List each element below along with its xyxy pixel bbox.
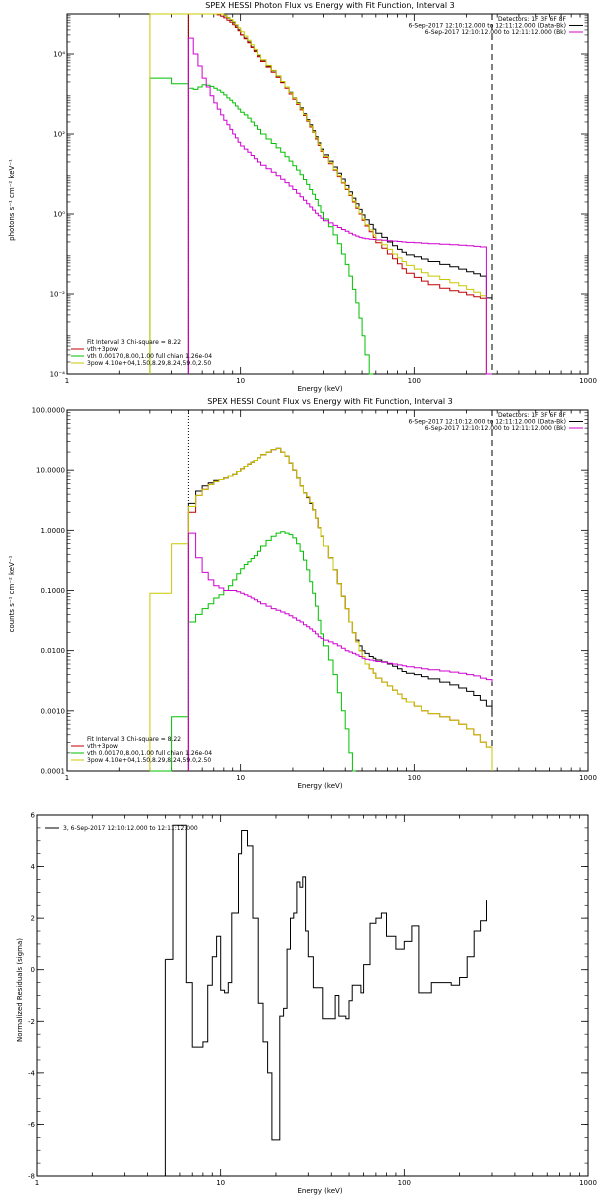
y-tick-label: 0.1000 [41, 587, 66, 595]
fit-legend-text: vth 0.00170,8.00,1.00 full chian 1.26e-0… [87, 750, 212, 757]
series-line-4 [187, 37, 492, 375]
y-tick-label: 10² [53, 131, 65, 139]
y-tick-label: -6 [28, 1121, 36, 1129]
panel-title: SPEX HESSI Count Flux vs Energy with Fit… [207, 397, 452, 406]
x-tick-label: 1000 [579, 774, 597, 782]
fit-legend-text: vth+3pow [87, 743, 118, 750]
count-flux-panel: SPEX HESSI Count Flux vs Energy with Fit… [8, 397, 597, 790]
header-text: Detectors: 1F 3F 6F 8F [498, 412, 567, 419]
header-text: 6-Sep-2017 12:10:12.000 to 12:11:12.000 … [425, 425, 566, 432]
legend-text: 3, 6-Sep-2017 12:10:12.000 to 12:11:12.0… [63, 825, 198, 832]
x-axis-label: Energy (keV) [297, 1187, 342, 1195]
x-tick-label: 100 [408, 377, 421, 385]
y-tick-label: 0.0001 [41, 768, 66, 776]
y-tick-label: 100.0000 [32, 407, 65, 415]
panel-title: SPEX HESSI Photon Flux vs Energy with Fi… [205, 1, 455, 10]
y-tick-label: 6 [31, 812, 36, 820]
y-axis-label: photons s⁻¹ cm⁻² keV⁻¹ [8, 159, 16, 241]
photon-flux-panel: SPEX HESSI Photon Flux vs Energy with Fi… [8, 1, 597, 393]
header-text: 6-Sep-2017 12:10:12.000 to 12:11:12.000 … [408, 23, 566, 30]
y-tick-label: 2 [31, 915, 35, 923]
series-line-3 [149, 13, 492, 375]
header-text: 6-Sep-2017 12:10:12.000 to 12:11:12.000 … [408, 419, 566, 426]
x-tick-label: 10 [236, 774, 245, 782]
y-tick-label: 10⁰ [53, 211, 65, 219]
y-tick-label: -4 [28, 1069, 36, 1077]
x-tick-label: 1 [65, 774, 69, 782]
x-tick-label: 1 [65, 377, 69, 385]
x-tick-label: 1000 [579, 377, 597, 385]
y-tick-label: 10⁻² [50, 291, 66, 299]
fit-legend-text: vth 0.00170,8.00,1.00 full chian 1.26e-0… [87, 353, 212, 360]
y-tick-label: 10⁴ [53, 51, 65, 59]
y-tick-label: 0.0100 [41, 647, 66, 655]
x-tick-label: 10 [216, 1179, 225, 1187]
x-tick-label: 1 [35, 1179, 39, 1187]
series-line-3 [149, 447, 493, 771]
fit-legend-text: 3pow 4.10e+04,1.50,8.29,8.24,59.0,2.50 [87, 757, 211, 764]
y-tick-label: 0 [31, 966, 35, 974]
x-tick-label: 10 [236, 377, 245, 385]
y-tick-label: 4 [31, 863, 36, 871]
fit-legend-text: vth+3pow [87, 346, 118, 353]
x-tick-label: 1000 [579, 1179, 597, 1187]
series-line-2 [149, 531, 356, 772]
y-tick-label: 1.0000 [41, 527, 66, 535]
fit-legend-text: Fit Interval 3 Chi-square = 8.22 [87, 736, 181, 743]
residuals-panel: Energy (keV) Normalized Residuals (sigma… [16, 812, 597, 1196]
y-tick-label: -8 [28, 1173, 35, 1181]
fit-legend-text: 3pow 4.10e+04,1.50,8.29,8.24,59.0,2.50 [87, 360, 211, 367]
x-tick-label: 100 [398, 1179, 411, 1187]
y-tick-label: 10⁻⁴ [50, 371, 66, 379]
fit-legend-text: Fit Interval 3 Chi-square = 8.22 [87, 339, 181, 346]
y-tick-label: 0.0010 [41, 707, 66, 715]
plot-frame [66, 13, 589, 375]
series-line-0 [165, 824, 487, 1141]
y-tick-label: 10.0000 [36, 467, 65, 475]
x-axis-label: Energy (keV) [297, 782, 342, 790]
series-line-4 [187, 532, 493, 771]
header-text: 6-Sep-2017 12:10:12.000 to 12:11:12.000 … [425, 29, 566, 36]
series-line-2 [149, 77, 374, 375]
header-text: Detectors: 1F 3F 6F 8F [498, 16, 567, 23]
x-axis-label: Energy (keV) [297, 385, 342, 393]
y-tick-label: -2 [28, 1018, 35, 1026]
y-axis-label: counts s⁻¹ cm⁻² keV⁻¹ [8, 555, 16, 632]
y-axis-label: Normalized Residuals (sigma) [16, 938, 24, 1042]
x-tick-label: 100 [408, 774, 421, 782]
